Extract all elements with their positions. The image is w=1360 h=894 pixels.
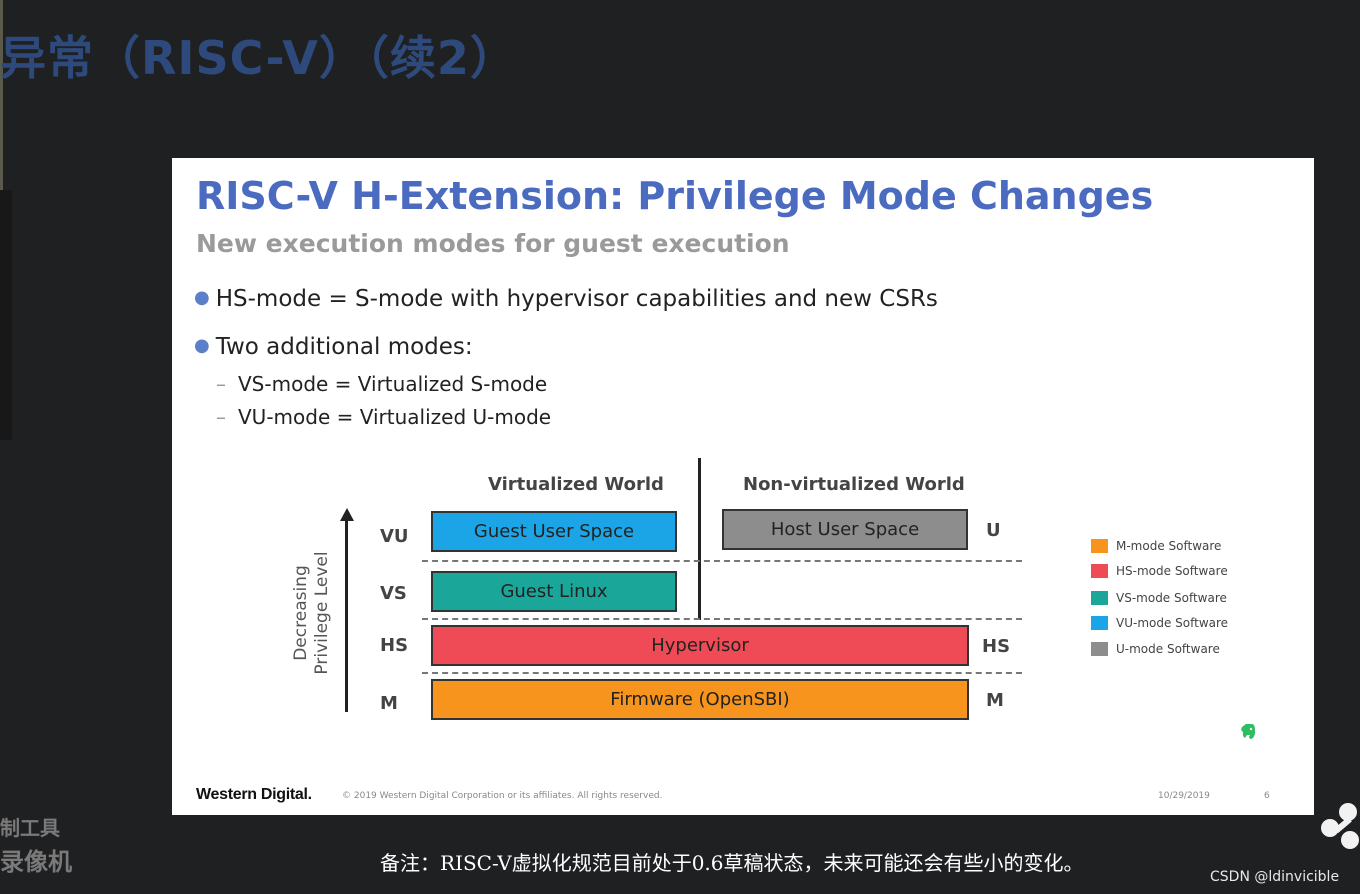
footer-page-number: 6 (1264, 791, 1270, 801)
bullet-dot-icon: ● (194, 335, 210, 356)
legend-item-hs-mode: HS-mode Software (1091, 564, 1228, 578)
legend-swatch (1091, 539, 1108, 553)
virtualized-world-heading: Virtualized World (488, 474, 664, 495)
legend-label: U-mode Software (1116, 642, 1220, 656)
legend-label: HS-mode Software (1116, 564, 1228, 578)
legend-item-vs-mode: VS-mode Software (1091, 591, 1227, 605)
sub-bullet-dash: – (216, 405, 226, 429)
video-caption: 备注：RISC-V虚拟化规范目前处于0.6草稿状态，未来可能还会有些小的变化。 (380, 851, 1084, 875)
privilege-axis-label: Decreasing Privilege Level (291, 513, 333, 713)
video-page-title: 异常（RISC-V）（续2） (0, 31, 517, 85)
footer-brand-logo: Western Digital. (196, 786, 312, 803)
host-user-space-box: Host User Space (722, 509, 968, 550)
sub-bullet-item: – VU-mode = Virtualized U-mode (216, 405, 551, 429)
evernote-elephant-icon[interactable] (1238, 721, 1258, 741)
level-separator (422, 672, 1022, 674)
arrow-up-icon (340, 508, 354, 521)
legend-swatch (1091, 642, 1108, 656)
sub-bullet-item: – VS-mode = Virtualized S-mode (216, 372, 547, 396)
sub-bullet-text: VU-mode = Virtualized U-mode (238, 405, 552, 429)
level-label-m: M (380, 693, 398, 714)
level-label-u: U (986, 520, 1001, 541)
footer-date: 10/29/2019 (1158, 791, 1210, 801)
privilege-arrow-shaft (345, 518, 348, 712)
bullet-dot-icon: ● (194, 287, 210, 308)
left-edge-panel (0, 190, 12, 440)
sub-bullet-text: VS-mode = Virtualized S-mode (238, 372, 548, 396)
world-divider-line (698, 458, 701, 620)
level-separator (422, 618, 1022, 620)
footer-copyright: © 2019 Western Digital Corporation or it… (342, 791, 663, 801)
corner-logo-icon (1316, 800, 1360, 860)
bullet-item: ● HS-mode = S-mode with hypervisor capabi… (194, 286, 938, 312)
axis-label-line1: Decreasing (291, 565, 311, 661)
level-label-vu: VU (380, 526, 409, 547)
slide-subtitle: New execution modes for guest execution (196, 229, 790, 258)
legend-item-vu-mode: VU-mode Software (1091, 616, 1228, 630)
bullet-text: HS-mode = S-mode with hypervisor capabil… (215, 286, 938, 312)
csdn-credit: CSDN @ldinvicible (1210, 869, 1340, 885)
bullet-item: ● Two additional modes: (194, 334, 473, 360)
level-separator (422, 560, 1022, 562)
firmware-box: Firmware (OpenSBI) (431, 679, 969, 720)
legend-label: VU-mode Software (1116, 616, 1229, 630)
level-label-hs-right: HS (982, 636, 1011, 657)
legend-swatch (1091, 591, 1108, 605)
axis-label-line2: Privilege Level (312, 551, 332, 675)
left-edge-strip (0, 0, 3, 190)
watermark-line-1: 制工具 (0, 816, 60, 840)
level-label-m-right: M (986, 690, 1004, 711)
legend-swatch (1091, 564, 1108, 578)
slide-title: RISC-V H-Extension: Privilege Mode Chang… (196, 174, 1154, 218)
legend-swatch (1091, 616, 1108, 630)
level-label-vs: VS (380, 583, 407, 604)
legend-item-m-mode: M-mode Software (1091, 539, 1221, 553)
level-label-hs: HS (380, 635, 409, 656)
presentation-slide: RISC-V H-Extension: Privilege Mode Chang… (172, 158, 1314, 815)
guest-linux-box: Guest Linux (431, 571, 677, 612)
legend-label: M-mode Software (1116, 539, 1222, 553)
legend-label: VS-mode Software (1116, 591, 1227, 605)
legend-item-u-mode: U-mode Software (1091, 642, 1220, 656)
bullet-text: Two additional modes: (215, 334, 473, 360)
hypervisor-box: Hypervisor (431, 625, 969, 666)
guest-user-space-box: Guest User Space (431, 511, 677, 552)
watermark-line-2: 录像机 (0, 848, 72, 876)
nonvirtualized-world-heading: Non-virtualized World (743, 474, 965, 495)
sub-bullet-dash: – (216, 372, 226, 396)
